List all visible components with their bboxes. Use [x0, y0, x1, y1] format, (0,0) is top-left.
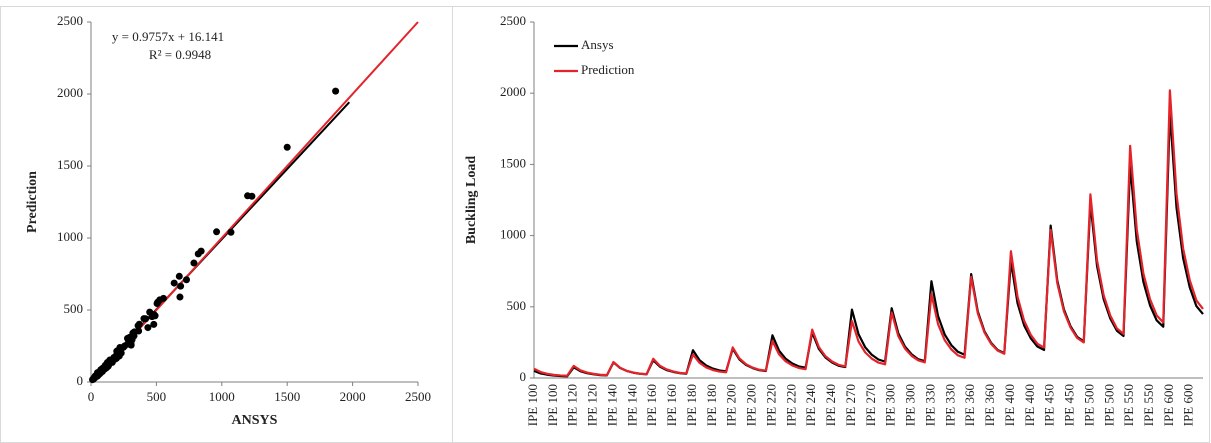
x-tick-label: IPE 220 — [763, 384, 778, 426]
series-line — [533, 110, 1204, 378]
point — [175, 272, 183, 280]
x-tick-label: IPE 300 — [903, 384, 918, 426]
x-tick-label: IPE 180 — [684, 384, 699, 426]
x-tick-label: IPE 240 — [803, 384, 818, 426]
series-line — [533, 89, 1204, 377]
x-tick-label: 1000 — [209, 389, 235, 404]
annotation: R² = 0.9948 — [149, 47, 211, 62]
y-tick-label: 2000 — [57, 85, 83, 100]
point — [159, 294, 167, 302]
point — [121, 342, 129, 350]
y-tick-label: 2500 — [500, 13, 526, 28]
y-tick-label: 500 — [507, 298, 527, 313]
x-tick-label: 1500 — [274, 389, 300, 404]
point — [283, 143, 291, 151]
x-tick-label: IPE 100 — [525, 384, 540, 426]
point — [130, 328, 138, 336]
point — [140, 315, 148, 323]
x-tick-label: IPE 600 — [1181, 384, 1196, 426]
point — [126, 333, 134, 341]
x-tick-label: IPE 500 — [1081, 384, 1096, 426]
x-tick-label: IPE 600 — [1161, 384, 1176, 426]
x-tick-label: IPE 120 — [585, 384, 600, 426]
y-tick-label: 1000 — [500, 227, 526, 242]
y-axis-label: Prediction — [25, 171, 40, 233]
y-tick-label: 1000 — [57, 229, 83, 244]
x-tick-label: IPE 200 — [724, 384, 739, 426]
x-tick-label: IPE 180 — [704, 384, 719, 426]
x-tick-label: IPE 160 — [664, 384, 679, 426]
x-tick-label: IPE 550 — [1121, 384, 1136, 426]
x-tick-label: IPE 270 — [863, 384, 878, 426]
x-tick-label: IPE 120 — [565, 384, 580, 426]
point — [176, 293, 184, 301]
point — [102, 362, 110, 370]
x-tick-label: 0 — [88, 389, 95, 404]
point — [144, 324, 152, 332]
point — [213, 228, 221, 236]
y-tick-label: 2000 — [500, 84, 526, 99]
y-tick-label: 0 — [77, 373, 84, 388]
point — [153, 300, 161, 308]
point — [190, 259, 198, 267]
point — [182, 276, 190, 284]
x-tick-label: IPE 140 — [604, 384, 619, 426]
x-tick-label: 2000 — [340, 389, 366, 404]
point — [332, 87, 340, 95]
x-tick-label: IPE 160 — [644, 384, 659, 426]
point — [134, 322, 142, 330]
x-axis-label: ANSYS — [232, 413, 278, 428]
x-tick-label: IPE 100 — [545, 384, 560, 426]
point — [227, 228, 235, 236]
point — [146, 308, 154, 316]
x-tick-label: IPE 360 — [982, 384, 997, 426]
x-tick-label: IPE 220 — [783, 384, 798, 426]
y-tick-label: 0 — [520, 369, 527, 384]
point — [110, 354, 118, 362]
x-tick-label: IPE 500 — [1101, 384, 1116, 426]
point — [170, 279, 178, 287]
x-tick-label: IPE 270 — [843, 384, 858, 426]
x-tick-label: IPE 240 — [823, 384, 838, 426]
x-tick-label: IPE 300 — [883, 384, 898, 426]
y-tick-label: 1500 — [500, 155, 526, 170]
left-panel — [0, 6, 453, 443]
legend-label: Ansys — [581, 37, 614, 52]
y-tick-label: 2500 — [57, 13, 83, 28]
annotation: y = 0.9757x + 16.141 — [112, 29, 224, 44]
x-tick-label: 500 — [147, 389, 167, 404]
point — [150, 320, 158, 328]
x-tick-label: 2500 — [405, 389, 431, 404]
point — [177, 282, 185, 290]
x-tick-label: IPE 400 — [1022, 384, 1037, 426]
x-tick-label: IPE 550 — [1141, 384, 1156, 426]
y-tick-label: 500 — [64, 301, 84, 316]
y-tick-label: 1500 — [57, 157, 83, 172]
x-tick-label: IPE 400 — [1002, 384, 1017, 426]
x-tick-label: IPE 140 — [624, 384, 639, 426]
point — [244, 192, 252, 200]
x-tick-label: IPE 200 — [744, 384, 759, 426]
legend-label: Prediction — [581, 62, 635, 77]
x-tick-label: IPE 360 — [962, 384, 977, 426]
x-tick-label: IPE 450 — [1042, 384, 1057, 426]
x-tick-label: IPE 450 — [1062, 384, 1077, 426]
x-tick-label: IPE 330 — [922, 384, 937, 426]
y-axis-label: Buckling Load — [464, 156, 479, 245]
point — [113, 347, 121, 355]
point — [197, 247, 205, 255]
x-tick-label: IPE 330 — [942, 384, 957, 426]
